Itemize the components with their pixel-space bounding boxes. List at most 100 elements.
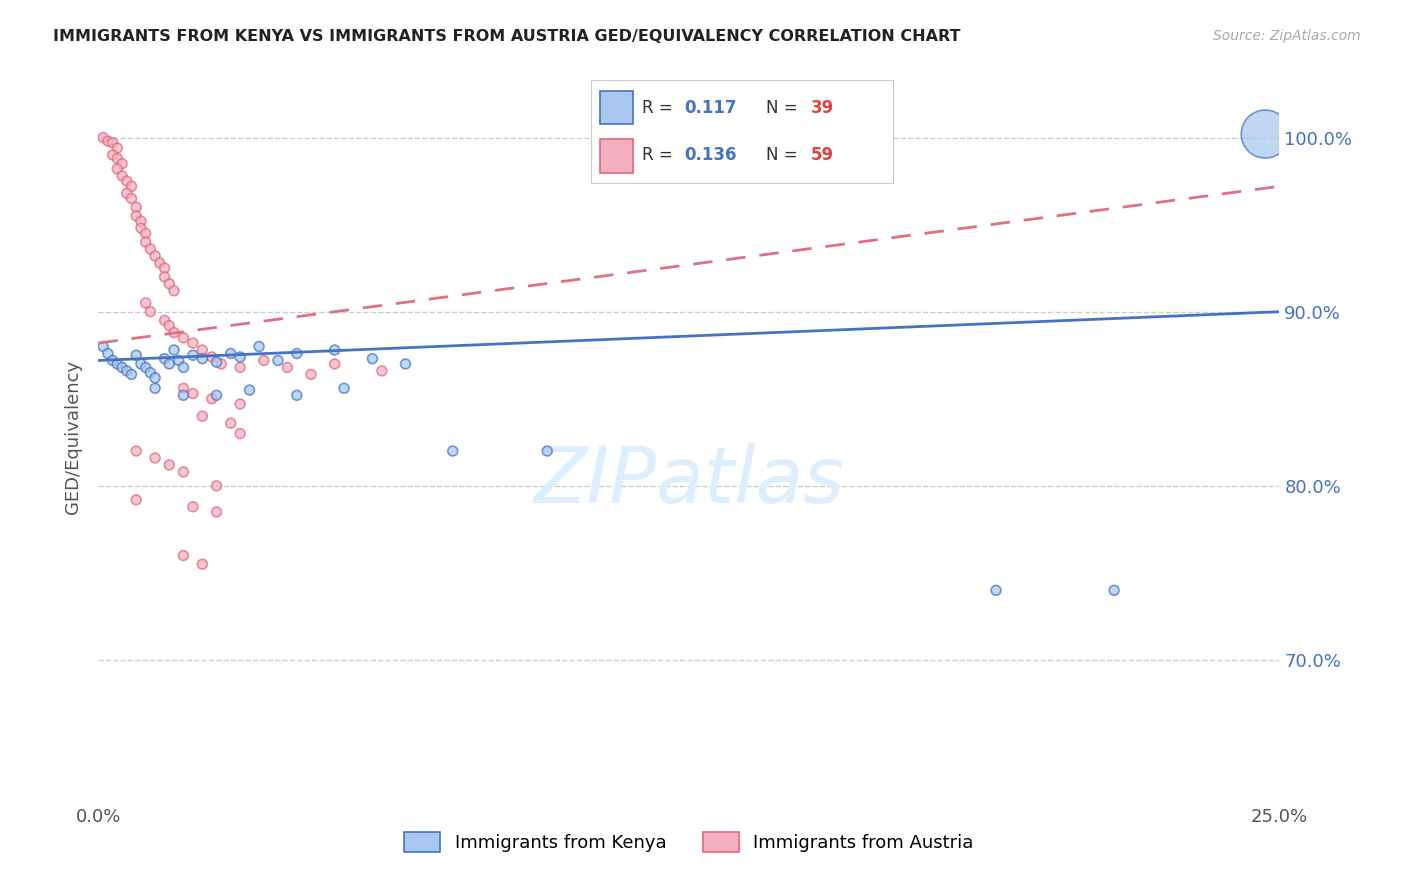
Text: R =: R = — [643, 99, 678, 117]
Point — [394, 357, 416, 371]
Text: 0.136: 0.136 — [685, 146, 737, 164]
Point — [97, 346, 120, 360]
Point — [299, 368, 322, 382]
Point — [129, 357, 152, 371]
Point — [111, 360, 134, 375]
Point — [201, 350, 224, 364]
Point — [172, 360, 194, 375]
Point — [125, 444, 148, 458]
Point — [209, 357, 232, 371]
Text: R =: R = — [643, 146, 678, 164]
Point — [91, 339, 114, 353]
Bar — [599, 91, 633, 124]
Legend: Immigrants from Kenya, Immigrants from Austria: Immigrants from Kenya, Immigrants from A… — [396, 824, 981, 860]
Point — [181, 500, 204, 514]
Point — [97, 134, 120, 148]
Point — [191, 343, 214, 357]
Text: N =: N = — [766, 99, 803, 117]
Point — [205, 505, 228, 519]
Point — [125, 348, 148, 362]
Point — [163, 343, 186, 357]
Point — [111, 169, 134, 183]
Point — [101, 353, 124, 368]
Point — [333, 381, 356, 395]
Point — [115, 186, 138, 201]
Point — [205, 388, 228, 402]
Point — [153, 313, 176, 327]
Point — [121, 368, 143, 382]
Point — [181, 386, 204, 401]
Text: Source: ZipAtlas.com: Source: ZipAtlas.com — [1213, 29, 1361, 43]
Point — [205, 479, 228, 493]
Point — [229, 350, 252, 364]
Point — [139, 242, 162, 256]
Point — [91, 130, 114, 145]
Point — [101, 136, 124, 150]
Point — [239, 383, 262, 397]
Point — [285, 388, 308, 402]
Point — [105, 152, 128, 166]
Point — [153, 269, 176, 284]
Text: N =: N = — [766, 146, 803, 164]
Point — [149, 256, 172, 270]
Point — [172, 465, 194, 479]
Point — [191, 409, 214, 424]
Point — [229, 360, 252, 375]
Point — [115, 364, 138, 378]
Point — [191, 351, 214, 366]
Point — [129, 221, 152, 235]
Point — [219, 416, 242, 430]
Point — [111, 156, 134, 170]
Text: ZIPatlas: ZIPatlas — [533, 443, 845, 519]
Point — [153, 261, 176, 276]
Point — [201, 392, 224, 406]
Point — [181, 336, 204, 351]
Point — [143, 249, 166, 263]
Point — [115, 174, 138, 188]
Point — [247, 339, 270, 353]
Point — [172, 549, 194, 563]
Point — [135, 227, 157, 241]
Point — [135, 235, 157, 249]
Point — [105, 161, 128, 176]
Point — [172, 388, 194, 402]
Point — [157, 357, 180, 371]
Point — [276, 360, 298, 375]
Point — [323, 343, 346, 357]
Point — [105, 357, 128, 371]
Text: 0.117: 0.117 — [685, 99, 737, 117]
Y-axis label: GED/Equivalency: GED/Equivalency — [65, 360, 83, 514]
Point — [163, 326, 186, 340]
Point — [157, 277, 180, 291]
Point — [229, 397, 252, 411]
Point — [135, 360, 157, 375]
Point — [172, 331, 194, 345]
Point — [125, 209, 148, 223]
Point — [143, 381, 166, 395]
Point — [125, 200, 148, 214]
Point — [129, 214, 152, 228]
Point — [191, 558, 214, 572]
Point — [157, 318, 180, 333]
Point — [229, 426, 252, 441]
Point — [371, 364, 394, 378]
Point — [167, 353, 190, 368]
Point — [121, 179, 143, 194]
Point — [536, 444, 558, 458]
Point — [143, 450, 166, 465]
Text: 39: 39 — [811, 99, 834, 117]
Point — [101, 148, 124, 162]
Point — [253, 353, 276, 368]
Point — [135, 296, 157, 310]
Point — [143, 371, 166, 385]
Point — [285, 346, 308, 360]
Point — [153, 351, 176, 366]
Point — [267, 353, 290, 368]
Point — [219, 346, 242, 360]
Point — [441, 444, 464, 458]
Text: 59: 59 — [811, 146, 834, 164]
Point — [181, 348, 204, 362]
Point — [105, 141, 128, 155]
Point — [139, 304, 162, 318]
Bar — [599, 139, 633, 173]
